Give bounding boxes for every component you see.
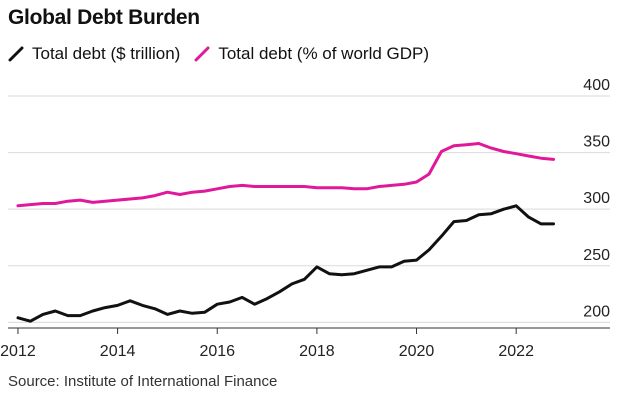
legend-item-debt-pct-gdp: Total debt (% of world GDP) <box>194 44 429 64</box>
x-tick-label-2018: 2018 <box>299 343 335 360</box>
y-tick-label-250: 250 <box>583 247 610 264</box>
x-tick-label-2012: 2012 <box>0 343 36 360</box>
legend-label-debt-trillion: Total debt ($ trillion) <box>32 44 181 63</box>
chart-title: Global Debt Burden <box>8 6 200 29</box>
x-tick-label-2014: 2014 <box>100 343 136 360</box>
y-tick-label-300: 300 <box>583 190 610 207</box>
y-tick-label-200: 200 <box>583 303 610 320</box>
legend-item-debt-trillion: Total debt ($ trillion) <box>8 44 180 64</box>
x-tick-label-2022: 2022 <box>498 343 534 360</box>
chart-legend: Total debt ($ trillion) Total debt (% of… <box>8 44 443 64</box>
legend-swatch-debt-trillion <box>8 46 24 62</box>
y-tick-label-400: 400 <box>583 77 610 94</box>
series-line-debt-trillion <box>16 204 555 323</box>
series-line-debt-pct-gdp <box>16 142 555 208</box>
legend-label-debt-pct-gdp: Total debt (% of world GDP) <box>218 44 430 63</box>
x-tick-label-2020: 2020 <box>399 343 435 360</box>
chart-source: Source: Institute of International Finan… <box>8 373 278 390</box>
y-tick-label-350: 350 <box>583 134 610 151</box>
x-tick-label-2016: 2016 <box>199 343 235 360</box>
legend-swatch-debt-pct-gdp <box>194 46 210 62</box>
